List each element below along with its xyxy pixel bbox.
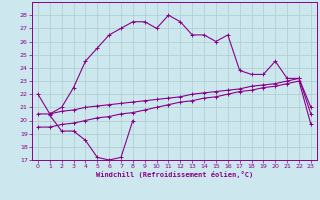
X-axis label: Windchill (Refroidissement éolien,°C): Windchill (Refroidissement éolien,°C): [96, 171, 253, 178]
